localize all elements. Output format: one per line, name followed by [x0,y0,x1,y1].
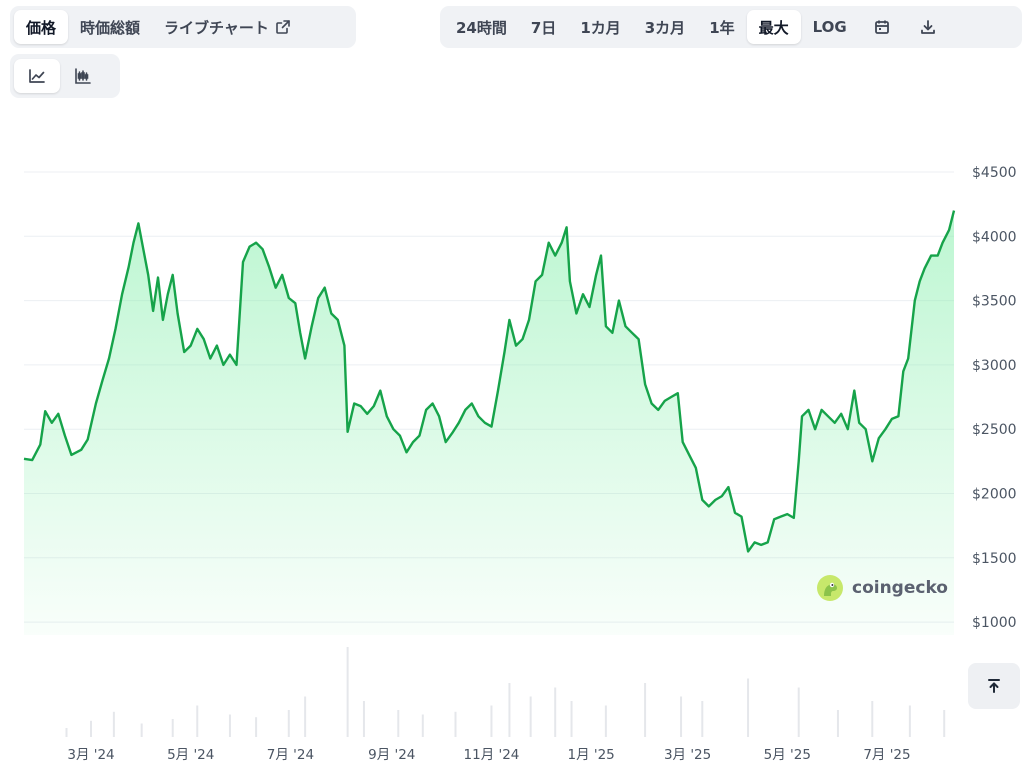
range-1m-label: 1カ月 [580,18,621,37]
volume-bar [747,678,750,737]
volume-bar [255,717,258,737]
tab-price-label: 価格 [26,18,57,37]
volume-bar [943,710,946,737]
coingecko-logo-icon [817,575,843,601]
range-max-label: 最大 [758,18,789,37]
chart-type-tabs: 価格 時価総額 ライブチャート [10,6,356,48]
volume-bar [701,701,704,737]
x-tick-label: 7月 '24 [267,747,314,763]
chart-view-toggle [10,54,120,98]
candlestick-chart-icon [75,68,91,84]
volume-bar [90,720,93,737]
range-3m-label: 3カ月 [644,18,686,37]
price-area [24,210,954,635]
tab-market-cap-label: 時価総額 [80,18,141,37]
volume-bar [604,705,607,737]
coingecko-watermark: coingecko [816,574,948,602]
volume-bar [554,687,557,737]
y-tick-label: $4500 [972,165,1017,181]
tab-price[interactable]: 価格 [14,10,69,44]
volume-bar [836,710,839,737]
volume-bar [287,710,290,737]
x-tick-label: 5月 '24 [167,747,214,763]
tab-live-chart-label: ライブチャート [164,18,269,37]
range-7d-label: 7日 [530,18,557,37]
y-tick-label: $3500 [972,294,1017,310]
volume-bar [508,683,511,737]
volume-bar [421,714,424,737]
download-icon [920,20,935,34]
volume-bar [112,711,115,737]
x-axis: 3月 '24 5月 '24 7月 '24 9月 '24 11月 '24 1月 '25 3月 … [67,747,910,763]
x-tick-label: 11月 '24 [464,747,520,763]
range-3m-button[interactable]: 3カ月 [633,10,697,44]
volume-bar [304,696,307,737]
volume-bar [346,647,349,737]
volume-bar [140,723,143,737]
volume-bar [797,687,800,737]
candlestick-view-button[interactable] [60,59,106,93]
volume-bar [490,705,493,737]
range-24h-label: 24時間 [456,18,507,37]
y-tick-label: $3000 [972,358,1017,374]
y-tick-label: $2000 [972,487,1017,503]
x-tick-label: 5月 '25 [764,747,811,763]
arrow-up-to-line-icon [988,679,1000,693]
y-tick-label: $1500 [972,551,1017,567]
tab-live-chart[interactable]: ライブチャート [152,10,303,44]
x-tick-label: 7月 '25 [863,747,910,763]
y-tick-label: $1000 [972,615,1017,631]
x-tick-label: 1月 '25 [568,747,615,763]
calendar-button[interactable] [859,10,905,44]
x-tick-label: 3月 '24 [67,747,114,763]
tab-market-cap[interactable]: 時価総額 [68,10,152,44]
price-line [23,210,956,553]
watermark-label: coingecko [852,578,948,598]
volume-bar [680,696,683,737]
volume-bar [908,705,911,737]
range-1m-button[interactable]: 1カ月 [568,10,632,44]
volume-bar [362,701,365,737]
range-7d-button[interactable]: 7日 [519,10,568,44]
time-range-selector: 24時間 7日 1カ月 3カ月 1年 最大 LOG [440,6,1022,48]
range-max-button[interactable]: 最大 [746,10,801,44]
line-chart-icon [29,69,45,83]
volume-bar [171,719,174,737]
line-view-button[interactable] [14,59,60,93]
download-button[interactable] [905,10,951,44]
volume-bar [65,728,68,737]
volume-bar [871,701,874,737]
volume-bar [644,683,647,737]
external-link-icon [276,20,290,34]
volume-bar [454,711,457,737]
range-24h-button[interactable]: 24時間 [444,10,519,44]
volume-bar [196,705,199,737]
y-axis: $1000 $1500 $2000 $2500 $3000 $3500 $4000 $4500 [972,165,1017,631]
volume-bar [397,710,400,737]
x-tick-label: 9月 '24 [368,747,415,763]
volume-bar [529,696,532,737]
range-1y-label: 1年 [709,18,735,37]
y-tick-label: $4000 [972,229,1017,245]
volume-bar [570,701,573,737]
log-scale-button[interactable]: LOG [801,10,859,44]
volume-bar [228,714,231,737]
x-tick-label: 3月 '25 [664,747,711,763]
range-1y-button[interactable]: 1年 [697,10,746,44]
y-tick-label: $2500 [972,422,1017,438]
scroll-top-button[interactable] [968,663,1020,709]
calendar-icon [874,20,889,34]
log-scale-label: LOG [812,18,847,36]
volume-bars [65,647,946,737]
